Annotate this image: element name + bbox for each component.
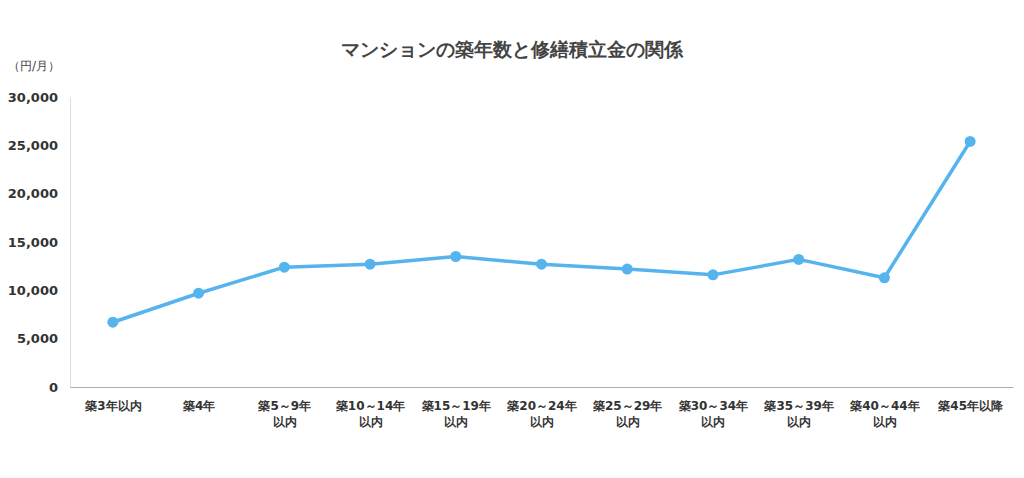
marker — [793, 254, 804, 265]
x-tick: 築40～44年以内 — [849, 387, 919, 429]
marker — [450, 251, 461, 262]
y-tick: 5,000 — [17, 331, 70, 346]
y-tick-label: 0 — [49, 380, 58, 395]
marker — [107, 317, 118, 328]
plot-area — [107, 136, 975, 328]
x-tick-label: 築10～14年以内 — [335, 399, 405, 429]
marker — [879, 272, 890, 283]
marker — [279, 262, 290, 273]
y-tick-label: 30,000 — [8, 90, 58, 105]
x-tick-label: 築3年以内 — [84, 399, 141, 413]
x-tick-label: 築40～44年以内 — [849, 399, 919, 429]
marker — [622, 264, 633, 275]
x-tick: 築3年以内 — [84, 387, 141, 413]
x-tick-label: 築45年以降 — [937, 399, 1004, 413]
y-tick: 30,000 — [8, 90, 70, 105]
y-tick: 25,000 — [8, 138, 70, 153]
x-tick-label: 築4年 — [182, 399, 215, 413]
y-tick-label: 5,000 — [17, 331, 58, 346]
marker — [193, 288, 204, 299]
y-tick: 0 — [49, 380, 70, 395]
y-tick: 15,000 — [8, 235, 70, 250]
y-tick-label: 15,000 — [8, 235, 58, 250]
y-axis-title: （円/月） — [8, 59, 60, 73]
x-tick-label: 築15～19年以内 — [421, 399, 491, 429]
marker — [536, 259, 547, 270]
x-tick-label: 築5～9年以内 — [257, 399, 311, 429]
x-tick: 築20～24年以内 — [506, 387, 576, 429]
y-tick-label: 25,000 — [8, 138, 58, 153]
x-tick-label: 築30～34年以内 — [678, 399, 748, 429]
y-axis-line — [70, 98, 71, 388]
x-tick: 築15～19年以内 — [421, 387, 491, 429]
x-tick: 築30～34年以内 — [678, 387, 748, 429]
x-tick: 築35～39年以内 — [763, 387, 833, 429]
y-tick-label: 20,000 — [8, 186, 58, 201]
y-tick: 10,000 — [8, 283, 70, 298]
x-tick-label: 築20～24年以内 — [506, 399, 576, 429]
x-tick: 築5～9年以内 — [257, 387, 311, 429]
x-tick-label: 築25～29年以内 — [592, 399, 662, 429]
marker — [365, 259, 376, 270]
x-tick-label: 築35～39年以内 — [763, 399, 833, 429]
title: マンションの築年数と修繕積立金の関係 — [341, 38, 684, 60]
x-axis: 築3年以内 築4年 築5～9年以内築10～14年以内築15～19年以内築20～24年… — [71, 387, 1014, 429]
x-axis-line — [71, 387, 1014, 388]
x-tick: 築10～14年以内 — [335, 387, 405, 429]
line — [113, 141, 970, 322]
x-tick: 築25～29年以内 — [592, 387, 662, 429]
marker — [707, 269, 718, 280]
y-tick: 20,000 — [8, 186, 70, 201]
y-tick-label: 10,000 — [8, 283, 58, 298]
y-axis: 0 5,000 10,000 15,000 20,000 25,000 30,000 — [8, 90, 71, 395]
marker — [965, 136, 976, 147]
x-tick: 築4年 — [182, 387, 215, 413]
x-tick: 築45年以降 — [937, 387, 1004, 413]
chart: マンションの築年数と修繕積立金の関係 （円/月） 0 5,000 10,000 15,00… — [0, 0, 1024, 478]
